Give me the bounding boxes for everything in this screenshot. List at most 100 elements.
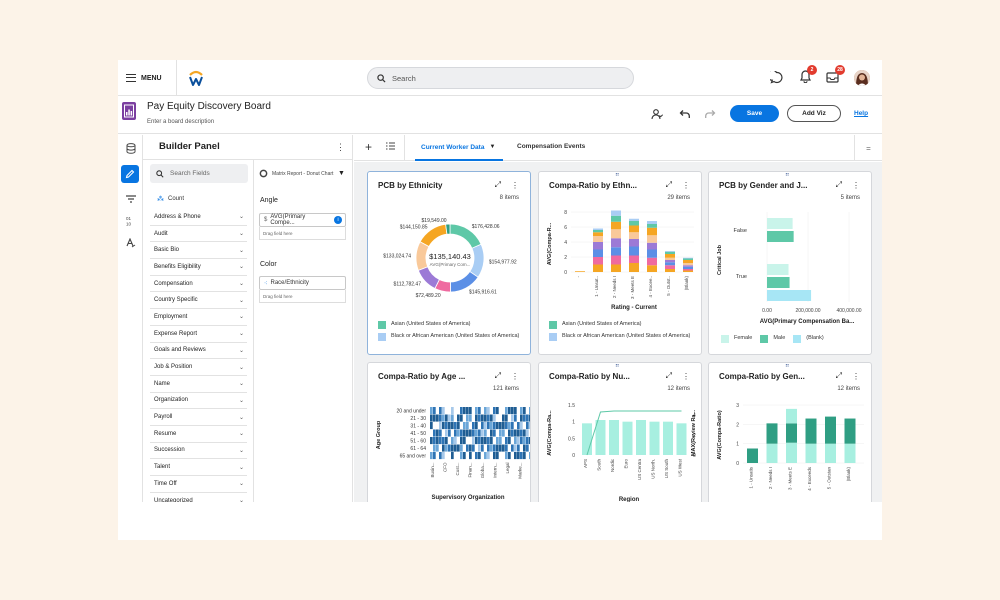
grouping-icon[interactable]: 01 10 — [123, 213, 138, 228]
chevron-down-icon[interactable]: ⌄ — [238, 347, 244, 354]
chevron-down-icon[interactable]: ⌄ — [238, 314, 244, 321]
chevron-down-icon[interactable]: ⌄ — [238, 364, 244, 371]
tab-current-worker-data[interactable]: Current Worker Data ▼ — [415, 135, 503, 161]
field-category-item[interactable]: Compensation ⌄ — [150, 276, 247, 293]
redo-icon[interactable] — [704, 108, 716, 120]
field-category-item[interactable]: Talent ⌄ — [150, 459, 247, 476]
field-category-item[interactable]: Organization ⌄ — [150, 393, 247, 410]
card-menu-kebab-icon[interactable]: ⋮ — [682, 180, 690, 190]
card-compa-ratio-by-age[interactable]: Compa-Ratio by Age ... ⤢ ⋮ 121 items 20 a… — [367, 362, 531, 502]
tab-list-icon[interactable] — [386, 142, 395, 150]
bar-segment — [629, 218, 639, 221]
card-compa-ratio-by-ethnicity[interactable]: ⠿ Compa-Ratio by Ethn... ⤢ ⋮ 29 items 0 2 4… — [538, 171, 702, 355]
field-category-item[interactable]: Goals and Reviews ⌄ — [150, 343, 247, 360]
chevron-down-icon[interactable]: ⌄ — [238, 447, 244, 454]
chevron-down-icon[interactable]: ⌄ — [238, 481, 244, 488]
angle-drop-zone[interactable]: Drag field here — [259, 227, 346, 240]
heatmap-cell — [439, 429, 442, 437]
field-category-item[interactable]: Resume ⌄ — [150, 426, 247, 443]
board-description-field[interactable]: Enter a board description — [147, 119, 215, 125]
edit-builder-icon[interactable] — [121, 165, 139, 183]
bar — [767, 231, 794, 242]
add-tab-plus-icon[interactable]: + — [365, 140, 373, 154]
chevron-down-icon[interactable]: ⌄ — [238, 247, 244, 254]
heatmap-cell — [517, 452, 520, 460]
chevron-down-icon[interactable]: ⌄ — [238, 464, 244, 471]
card-compa-ratio-by-gender[interactable]: ⠿ Compa-Ratio by Gen... ⤢ ⋮ 12 items 0 1 2 3… — [708, 362, 872, 502]
field-search-input[interactable]: Search Fields — [150, 164, 248, 183]
heatmap-cell — [451, 437, 454, 445]
field-category-item[interactable]: Benefits Eligibility ⌄ — [150, 259, 247, 276]
chevron-down-icon[interactable]: ⌄ — [238, 214, 244, 221]
expand-icon[interactable]: ⤢ — [494, 180, 501, 189]
format-text-icon[interactable] — [123, 235, 138, 250]
card-menu-kebab-icon[interactable]: ⋮ — [682, 371, 690, 381]
card-compa-ratio-by-region[interactable]: ⠿ Compa-Ratio by Nu... ⤢ ⋮ 12 items 0 0.5 1… — [538, 362, 702, 502]
chevron-down-icon[interactable]: ⌄ — [238, 381, 244, 388]
info-icon[interactable]: i — [334, 216, 342, 224]
drag-handle-icon[interactable]: ⠿ — [615, 363, 619, 369]
field-category-item[interactable]: Succession ⌄ — [150, 443, 247, 460]
field-category-item[interactable]: Job & Position ⌄ — [150, 359, 247, 376]
field-category-item[interactable]: Payroll ⌄ — [150, 409, 247, 426]
workday-logo-icon[interactable] — [188, 69, 204, 87]
chevron-down-icon[interactable]: ⌄ — [238, 281, 244, 288]
field-category-item[interactable]: Address & Phone ⌄ — [150, 209, 247, 226]
count-field[interactable]: ⁂ Count — [157, 195, 184, 203]
card-menu-kebab-icon[interactable]: ⋮ — [852, 180, 860, 190]
search-input[interactable]: Search — [367, 67, 634, 89]
user-avatar[interactable] — [854, 70, 870, 86]
save-button[interactable]: Save — [730, 105, 779, 122]
expand-icon[interactable]: ⤢ — [835, 180, 842, 189]
color-drop-zone[interactable]: Drag field here — [259, 290, 346, 303]
chevron-down-icon[interactable]: ⌄ — [239, 497, 244, 504]
card-menu-kebab-icon[interactable]: ⋮ — [852, 371, 860, 381]
expand-icon[interactable]: ⤢ — [665, 180, 672, 189]
filter-icon[interactable] — [123, 191, 138, 206]
heatmap-cell — [439, 452, 442, 460]
heatmap-cell — [466, 444, 469, 452]
bar-segment — [611, 215, 621, 222]
card-pcb-by-ethnicity[interactable]: PCB by Ethnicity ⤢ ⋮ 8 items $176,428.06 $… — [367, 171, 531, 355]
expand-icon[interactable]: ⤢ — [835, 371, 842, 380]
drag-handle-icon[interactable]: ⠿ — [615, 172, 619, 178]
inbox-icon[interactable]: 28 — [826, 65, 845, 83]
field-category-item[interactable]: Basic Bio ⌄ — [150, 242, 247, 260]
card-menu-kebab-icon[interactable]: ⋮ — [511, 371, 519, 381]
field-category-item[interactable]: Employment ⌄ — [150, 309, 247, 326]
card-pcb-by-gender-and-job[interactable]: ⠿ PCB by Gender and J... ⤢ ⋮ 5 items 0.00… — [708, 171, 872, 355]
field-category-item[interactable]: Name ⌄ — [150, 376, 247, 393]
chevron-down-icon[interactable]: ⌄ — [238, 264, 244, 271]
share-person-icon[interactable] — [651, 108, 663, 120]
collapse-panel-icon[interactable]: = — [854, 135, 882, 161]
tab-compensation-events[interactable]: Compensation Events — [517, 143, 586, 150]
chevron-down-icon[interactable]: ⌄ — [238, 397, 244, 404]
report-type-select[interactable]: Matrix Report - Donut Chart ▼ — [259, 163, 347, 184]
undo-icon[interactable] — [679, 108, 691, 120]
notifications-bell-icon[interactable]: 2 — [799, 65, 817, 83]
expand-icon[interactable]: ⤢ — [494, 371, 501, 380]
chat-icon[interactable] — [770, 71, 783, 84]
help-link[interactable]: Help — [854, 110, 869, 117]
card-menu-kebab-icon[interactable]: ⋮ — [511, 180, 519, 190]
add-viz-button[interactable]: Add Viz — [787, 105, 841, 122]
field-category-item[interactable]: Audit ⌄ — [150, 226, 247, 243]
chevron-down-icon[interactable]: ⌄ — [238, 414, 244, 421]
field-category-item[interactable]: Expense Report ⌄ — [150, 326, 247, 343]
chevron-down-icon[interactable]: ⌄ — [238, 331, 244, 338]
chevron-down-icon[interactable]: ▼ — [489, 144, 496, 150]
chevron-down-icon[interactable]: ⌄ — [238, 231, 244, 238]
menu-button[interactable]: MENU — [126, 69, 162, 87]
field-category-item[interactable]: Time Off ⌄ — [150, 476, 247, 493]
chevron-down-icon[interactable]: ⌄ — [238, 297, 244, 304]
field-category-item[interactable]: Country Specific ⌄ — [150, 292, 247, 310]
color-field-pill[interactable]: ⁖ Race/Ethnicity — [259, 276, 346, 290]
data-source-icon[interactable] — [123, 141, 138, 156]
angle-field-pill[interactable]: $ AVG(Primary Compe... i — [259, 213, 346, 227]
drag-handle-icon[interactable]: ⠿ — [785, 363, 789, 369]
builder-menu-kebab-icon[interactable]: ⋮ — [336, 142, 345, 152]
drag-handle-icon[interactable]: ⠿ — [785, 172, 789, 178]
expand-icon[interactable]: ⤢ — [665, 371, 672, 380]
chevron-down-icon[interactable]: ⌄ — [238, 431, 244, 438]
heatmap-cell — [457, 414, 460, 422]
